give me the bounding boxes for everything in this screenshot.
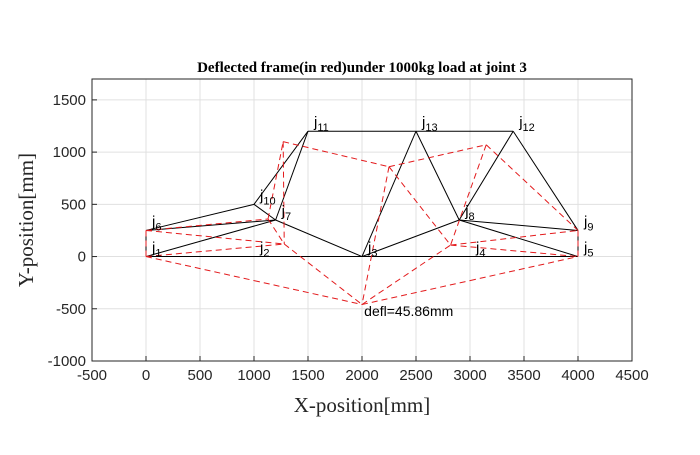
- member-j7-j3: [275, 219, 363, 258]
- deflected-member-j3-j4: [361, 280, 471, 305]
- y-tick-label: 0: [78, 249, 86, 266]
- member-j12-j9: [512, 130, 579, 231]
- x-axis-label: X-position[mm]: [294, 393, 431, 417]
- deflected-member-j3-j8: [361, 244, 451, 305]
- x-tick-label: 500: [187, 367, 212, 384]
- deflected-member-j1-j7: [145, 243, 285, 258]
- joint-label-j5: j5: [583, 240, 593, 260]
- x-tick-label: -500: [77, 367, 107, 384]
- joint-label-j3: j3: [367, 240, 377, 260]
- deflected-member-j8-j9: [450, 229, 579, 246]
- deflected-frame: [145, 141, 579, 305]
- deflected-member-j7-j3: [283, 243, 363, 305]
- x-tick-label: 3000: [453, 367, 486, 384]
- x-tick-label: 4500: [615, 367, 648, 384]
- y-ticks: -1000 -500 0 500 1000 1500: [48, 92, 97, 370]
- deflected-member-j13-j8: [388, 166, 451, 246]
- member-j10-j7: [253, 203, 276, 221]
- x-ticks: -500 0 500 1000 1500 2000 2500 3000 3500 4000 4500: [77, 356, 649, 384]
- member-j6-j10: [145, 203, 255, 231]
- joint-label-j2: j2: [259, 240, 269, 260]
- deflected-member-j12-j9: [485, 144, 579, 231]
- x-tick-label: 1000: [237, 367, 270, 384]
- deflected-member-j6-j7: [145, 229, 285, 245]
- deflected-member-j4-j5: [469, 256, 579, 282]
- deflected-member-j13-j3: [361, 166, 390, 305]
- deflected-member-j11-j13: [283, 141, 390, 168]
- joint-label-j1: j1: [151, 240, 161, 260]
- deflected-member-j6-j10: [145, 218, 269, 231]
- member-j8-j9: [459, 219, 579, 231]
- member-j13-j3: [361, 131, 417, 257]
- member-j8-j5: [459, 219, 579, 258]
- y-tick-label: 1000: [53, 144, 86, 161]
- member-j12-j8: [458, 130, 514, 221]
- y-tick-label: -1000: [48, 353, 86, 370]
- member-j10-j11: [253, 130, 309, 205]
- x-tick-label: 2000: [345, 367, 378, 384]
- member-j11-j7: [275, 131, 309, 221]
- y-tick-label: -500: [56, 301, 86, 318]
- joint-label-j6: j6: [151, 213, 161, 233]
- joint-label-j8: j8: [464, 203, 474, 223]
- deflected-member-j1-j2: [145, 256, 255, 282]
- chart-title: Deflected frame(in red)under 1000kg load…: [197, 60, 527, 76]
- deflected-member-j8-j5: [450, 244, 579, 258]
- deflection-annotation: defl=45.86mm: [364, 303, 453, 319]
- deflected-member-j10-j7: [267, 218, 285, 245]
- joint-label-j9: j9: [583, 213, 593, 233]
- joint-label-j4: j4: [475, 240, 485, 260]
- x-tick-label: 1500: [291, 367, 324, 384]
- deflected-member-j2-j3: [253, 280, 363, 305]
- x-tick-label: 2500: [399, 367, 432, 384]
- member-j1-j7: [145, 219, 276, 258]
- member-j13-j8: [415, 131, 460, 221]
- x-tick-label: 0: [142, 367, 150, 384]
- deflected-member-j12-j8: [450, 144, 487, 246]
- joint-label-j7: j7: [281, 203, 291, 223]
- deflected-member-j13-j12: [388, 144, 487, 168]
- deflected-member-j11-j7: [282, 141, 285, 245]
- member-j3-j8: [361, 219, 460, 258]
- x-tick-label: 3500: [507, 367, 540, 384]
- y-axis-label: Y-position[mm]: [14, 153, 38, 287]
- x-tick-label: 4000: [561, 367, 594, 384]
- deflected-member-j10-j11: [267, 141, 284, 220]
- y-tick-label: 1500: [53, 92, 86, 109]
- original-frame: [145, 130, 579, 258]
- y-tick-label: 500: [61, 196, 86, 213]
